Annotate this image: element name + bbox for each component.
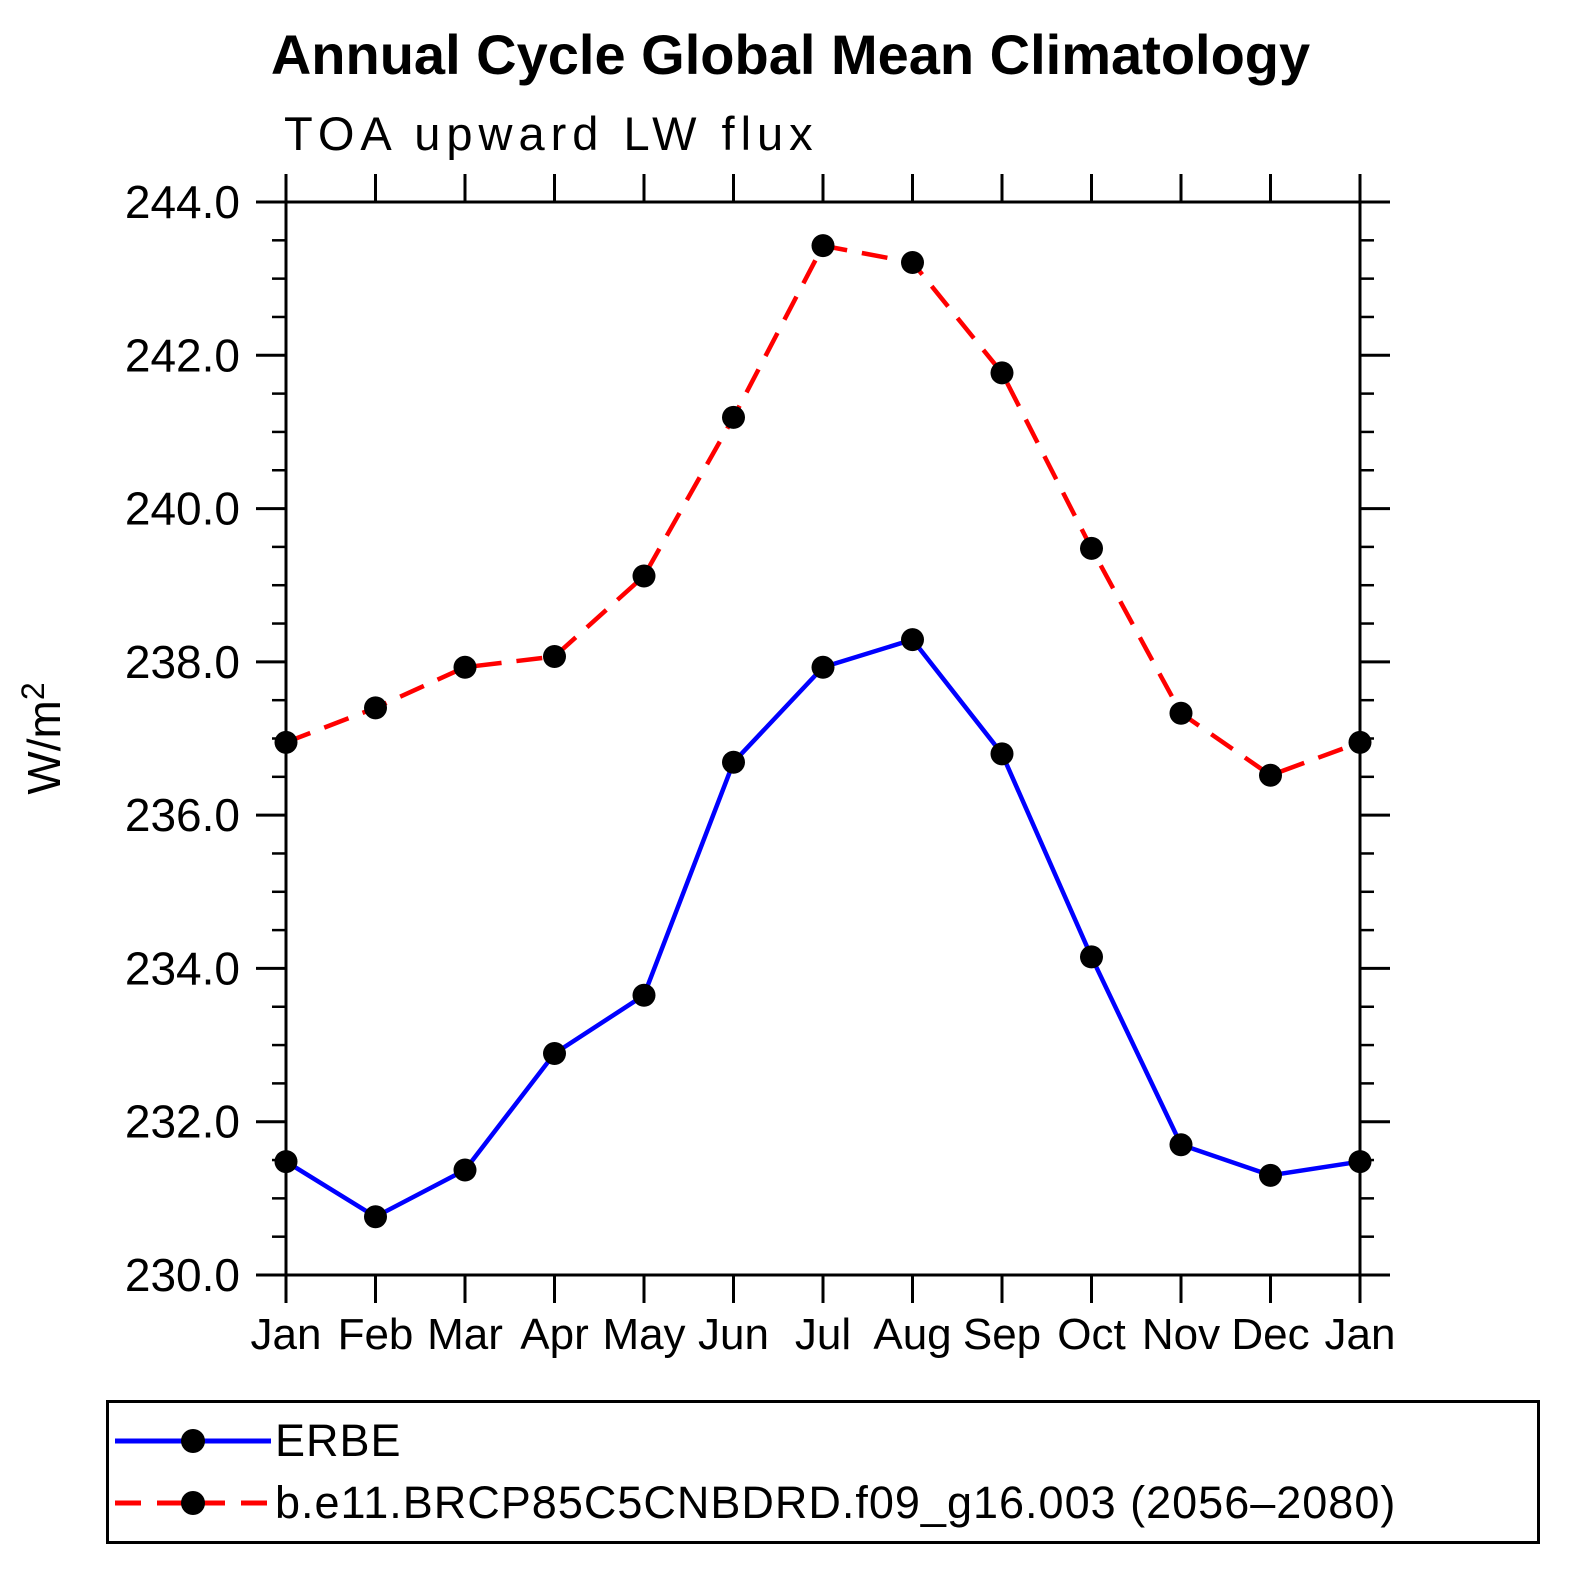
legend-box: ERBE b.e11.BRCP85C5CNBDRD.f09_g16.003 (2… (106, 1400, 1540, 1544)
legend-marker-erbe (181, 1429, 205, 1453)
data-point-1-Mar (453, 655, 477, 679)
data-point-1-Feb (364, 696, 387, 720)
data-point-0-Jan (1348, 1150, 1372, 1174)
y-tick-label: 238.0 (125, 636, 240, 688)
data-point-0-Jul (811, 655, 835, 679)
x-tick-label: Jan (1325, 1310, 1396, 1359)
legend-row-model: b.e11.BRCP85C5CNBDRD.f09_g16.003 (2056–2… (109, 1477, 1537, 1528)
legend-label-erbe: ERBE (275, 1415, 402, 1466)
data-point-1-Apr (543, 644, 566, 668)
x-tick-label: Oct (1057, 1310, 1125, 1359)
data-point-1-Sep (990, 361, 1014, 385)
data-point-1-Jan (1348, 730, 1372, 754)
legend-line-sample-model (115, 1491, 271, 1515)
data-point-0-Mar (453, 1158, 477, 1182)
data-point-1-Jan (274, 730, 298, 754)
legend-line-sample-erbe (115, 1429, 271, 1453)
y-tick-label: 232.0 (125, 1096, 240, 1148)
legend-marker-model (181, 1491, 205, 1515)
data-point-1-May (632, 564, 656, 588)
data-point-1-Dec (1259, 763, 1282, 787)
legend-row-erbe: ERBE (109, 1415, 1537, 1466)
data-point-0-Aug (901, 628, 924, 652)
data-point-0-Nov (1169, 1133, 1193, 1157)
data-point-1-Jul (811, 234, 835, 258)
y-tick-label: 230.0 (125, 1249, 240, 1301)
x-tick-label: Sep (963, 1310, 1041, 1359)
data-point-0-Oct (1080, 945, 1103, 969)
chart-subtitle: TOA upward LW flux (284, 107, 819, 160)
y-tick-label: 236.0 (125, 789, 240, 841)
plot-frame (284, 200, 1362, 1277)
data-point-1-Nov (1169, 701, 1193, 725)
y-tick-label: 244.0 (125, 176, 240, 228)
y-tick-label: 240.0 (125, 483, 240, 535)
x-tick-label: Mar (427, 1310, 503, 1359)
data-point-1-Oct (1080, 536, 1103, 560)
data-point-0-Jan (274, 1150, 298, 1174)
data-point-1-Jun (722, 405, 745, 429)
x-tick-label: Dec (1231, 1310, 1309, 1359)
chart-title: Annual Cycle Global Mean Climatology (270, 23, 1311, 86)
data-point-0-Jun (722, 750, 745, 774)
y-axis-label: W/m2 (15, 682, 70, 794)
data-point-0-Dec (1259, 1163, 1282, 1187)
series-line-0 (284, 637, 1361, 1220)
data-point-0-Feb (364, 1205, 387, 1229)
x-tick-label: Jan (251, 1310, 322, 1359)
x-tick-label: Aug (873, 1310, 951, 1359)
x-tick-label: Jul (795, 1310, 851, 1359)
data-point-0-Sep (990, 742, 1014, 766)
x-tick-label: Apr (520, 1310, 588, 1359)
legend-label-model: b.e11.BRCP85C5CNBDRD.f09_g16.003 (2056–2… (275, 1477, 1397, 1528)
data-point-0-May (632, 983, 656, 1007)
x-tick-label: May (602, 1310, 685, 1359)
x-tick-label: Nov (1142, 1310, 1220, 1359)
y-tick-label: 242.0 (125, 329, 240, 381)
data-point-0-Apr (543, 1042, 566, 1066)
data-point-1-Aug (901, 251, 924, 275)
x-tick-label: Jun (698, 1310, 769, 1359)
x-tick-label: Feb (338, 1310, 414, 1359)
series-line-1 (285, 243, 1361, 778)
y-tick-label: 234.0 (125, 942, 240, 994)
